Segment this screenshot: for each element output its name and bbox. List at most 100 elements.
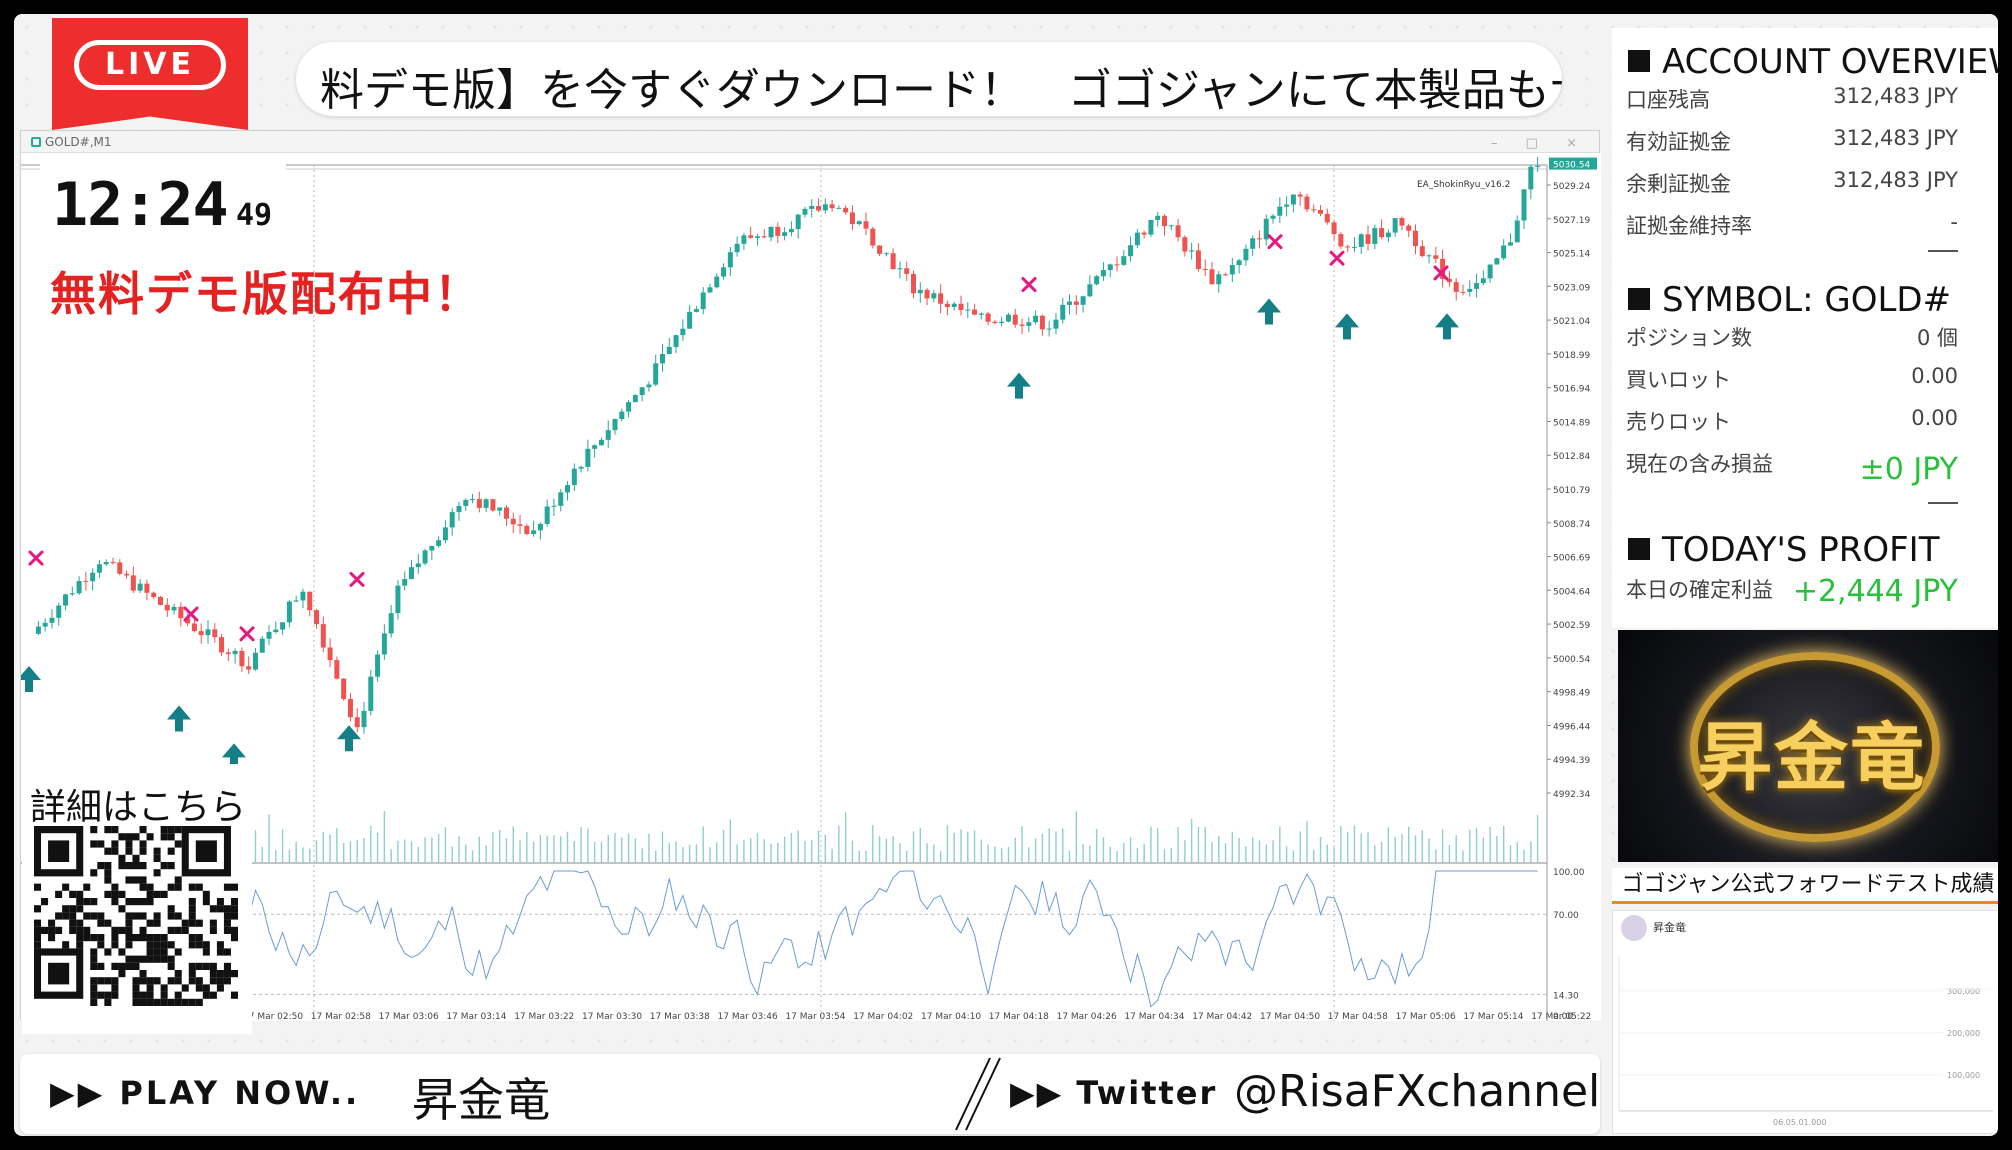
qr-module [125,840,133,848]
qr-module [167,883,175,891]
qr-module [90,962,98,970]
todays-profit-title: TODAY'S PROFIT [1628,530,1939,570]
candle-body [361,710,367,728]
account-panel: ACCOUNT OVERVIEW 口座残高 312,483 JPY 有効証拠金 … [1612,28,1998,628]
candle-body [415,563,421,568]
qr-code[interactable] [34,826,238,1006]
candle-body [1446,278,1452,283]
qr-module [69,912,77,920]
candle-body [1406,225,1412,231]
qr-module [216,898,224,906]
qr-module [181,919,189,927]
price-chart[interactable]: 5029.24 5027.19 5025.14 5023.09 5021.04 5018.… [21,153,1601,1021]
candle-body [286,601,292,623]
candle-body [96,564,102,573]
qr-module [174,826,182,834]
qr-module [195,934,203,942]
candle-body [639,387,645,396]
exit-cross-icon [28,550,44,566]
exit-cross-icon [239,626,255,642]
qr-module [202,941,210,949]
candle-body [849,212,855,225]
divider-slash [955,1057,1001,1131]
time-tick-label: 17 Mar 03:46 [718,1012,778,1021]
candle-body [700,292,706,310]
qr-module [216,905,224,913]
candle-body [1318,209,1324,214]
qr-module [69,890,77,898]
candle-body [1012,314,1018,325]
candle-body [782,232,788,236]
arrow-shape [167,705,191,732]
chart-titlebar: GOLD#,M1 – □ × [21,131,1599,153]
candle-body [69,593,75,595]
candle-body [904,268,910,274]
qr-module [209,905,217,913]
cross-shape [1267,234,1283,250]
qr-module [97,919,105,927]
cross-shape [28,550,44,566]
chart-window[interactable]: GOLD#,M1 – □ × 5029.24 5027.19 5025.14 5023… [20,130,1601,1021]
qr-module [97,941,105,949]
forward-test-chart: 300,000 200,000 100,000 06.05.01.000 [1618,957,1993,1127]
candle-body [334,660,340,679]
candle-body [314,610,320,625]
candle-body [1338,234,1344,247]
candle-body [1094,276,1100,285]
qr-module [111,883,119,891]
details-title: 詳細はこちら [30,787,247,828]
qr-module [125,926,133,934]
entry-arrow-icon [337,725,361,752]
twitter-handle[interactable]: @RisaFXchannel [1234,1066,1601,1117]
candle-body [938,293,944,304]
qr-module [132,955,140,963]
qr-module [146,898,154,906]
qr-module [90,948,98,956]
current-price-label: 5030.54 [1553,161,1590,171]
candle-body [816,206,822,211]
qr-module [167,998,175,1006]
square-bullet-icon [1628,538,1650,560]
candle-body [144,583,150,593]
qr-module [139,977,147,985]
candle-body [1080,296,1086,305]
candle-body [1202,269,1208,271]
qr-module [146,890,154,898]
candle-body [1345,246,1351,248]
price-tick-label: 5018.99 [1553,351,1590,361]
qr-module [195,883,203,891]
qr-module [153,847,161,855]
price-tick-label: 4996.44 [1553,722,1590,732]
qr-module [167,977,175,985]
candle-body [951,303,957,308]
cross-shape [1433,265,1449,281]
candle-body [205,629,211,636]
candle-body [1413,230,1418,247]
candle-body [375,654,381,677]
candle-body [497,507,503,511]
window-controls[interactable]: – □ × [1491,136,1589,151]
qr-module [209,991,217,999]
qr-module [125,847,133,855]
qr-module [118,970,126,978]
qr-module [174,926,182,934]
candle-body [476,499,482,508]
candle-body [341,678,347,699]
qr-module [111,890,119,898]
qr-module [83,883,91,891]
candle-body [972,309,978,315]
qr-module [118,948,126,956]
qr-module [146,991,154,999]
candle-body [1223,274,1229,276]
time-tick-label: 17 Mar 04:58 [1328,1012,1388,1021]
candle-body [1358,234,1364,247]
qr-module [34,926,42,934]
entry-arrow-icon [1257,298,1281,325]
qr-module [146,934,154,942]
candle-body [856,221,862,225]
entry-arrow-icon [1435,313,1459,340]
price-tick-label: 5010.79 [1553,486,1590,496]
candle-body [1114,264,1120,266]
qr-module [132,854,140,862]
candle-body [897,268,903,270]
